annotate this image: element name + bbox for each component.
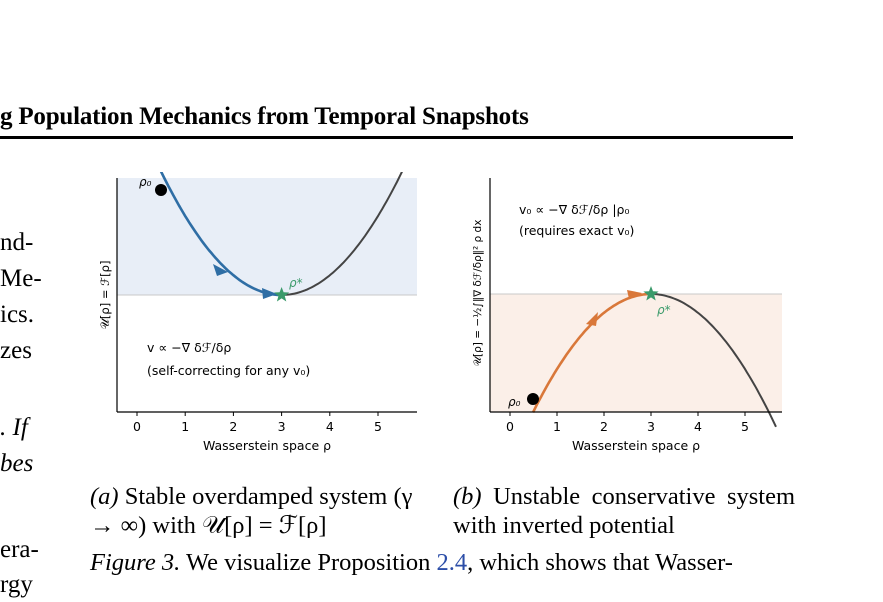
panel-b-arrowhead [627,290,642,299]
left-fragment: bes [0,450,34,477]
panel-a-x-tick-label: 1 [181,419,189,434]
panel-a-curve-right [281,172,403,296]
figure-caption: Figure 3. We visualize Proposition 2.4, … [90,548,733,578]
running-title: g Population Mechanics from Temporal Sna… [0,103,529,130]
panel-b-x-tick-label: 2 [600,419,608,434]
panel-a-x-tick-label: 5 [374,419,382,434]
left-fragment: nd- [0,229,34,256]
left-fragment: zes [0,337,32,364]
left-fragment: . If [0,414,28,441]
figure-label: Figure 3. [90,549,181,576]
proposition-link[interactable]: 2.4 [436,549,468,576]
panel-a-figure: 0 1 2 3 4 5 ρ₀ ρ* v ∝ −∇ δℱ/δρ (self-correcti… [98,172,417,453]
caption-a-text: Stable overdamped system (γ → ∞) with 𝒰[… [90,483,413,539]
panel-b-rho-star-label: ρ* [657,303,671,317]
left-fragment: ics. [0,301,35,328]
left-fragment: Me- [0,265,42,292]
panel-a-rho-star-label: ρ* [289,276,303,290]
panel-a-rho0-point [155,184,167,196]
panel-a-annotation-1: v ∝ −∇ δℱ/δρ [147,340,231,355]
panel-a-x-tick-label: 4 [326,419,334,434]
panel-b-x-tick-label: 4 [694,419,702,434]
left-fragment: era- [0,536,39,563]
panel-a-x-tick-label: 3 [278,419,286,434]
panel-a-xlabel: Wasserstein space ρ [203,438,331,453]
caption-b-text: Unstable conservative system with invert… [453,483,795,539]
left-fragment: rgy [0,571,33,598]
caption-b-label: (b) [453,483,482,510]
panel-b-x-tick-label: 1 [553,419,561,434]
panel-b-annotation-1: v₀ ∝ −∇ δℱ/δρ |ρ₀ [519,202,630,217]
panel-b-star-marker [643,286,659,301]
panel-b-x-tick-label: 3 [647,419,655,434]
panel-a-curve-left [159,172,282,297]
panel-a-x-tick-label: 0 [133,419,141,434]
panel-a-star-marker [274,287,290,302]
figure-caption-text-2: , which shows that Wasser- [467,549,733,576]
panel-b-x-tick-label: 0 [506,419,514,434]
panel-b-figure: 0 1 2 3 4 5 ρ₀ ρ* v₀ ∝ −∇ δℱ/δρ |ρ₀ (requires… [472,178,782,453]
figure-caption-text: We visualize Proposition [180,549,437,576]
panel-a-ylabel: 𝒰[ρ] = ℱ[ρ] [98,261,112,330]
panel-a-arrowhead [262,288,277,299]
panel-b-ylabel: 𝒰[ρ] = −½∫‖∇ δℱ/δρ‖² ρ dx [472,220,484,367]
panel-b-annotation-2: (requires exact v₀) [519,223,634,238]
panel-b-xlabel: Wasserstein space ρ [572,438,700,453]
caption-a-label: (a) [90,483,119,510]
panel-a-arrowhead [213,264,228,276]
panel-b-x-tick-label: 5 [741,419,749,434]
panel-b-arrowhead [586,312,598,326]
caption-b: (b) Unstable conservative system with in… [453,482,795,540]
header-rule [0,136,793,139]
panel-a-annotation-2: (self-correcting for any v₀) [147,363,310,378]
panel-a-fill [117,178,417,295]
caption-a: (a) Stable overdamped system (γ → ∞) wit… [90,482,435,540]
panel-a-x-tick-label: 2 [229,419,237,434]
panel-b-rho0-label: ρ₀ [508,395,521,409]
panel-b-curve-right [651,293,777,428]
panel-a-rho0-label: ρ₀ [139,175,152,189]
panel-b-rho0-point [527,393,539,405]
